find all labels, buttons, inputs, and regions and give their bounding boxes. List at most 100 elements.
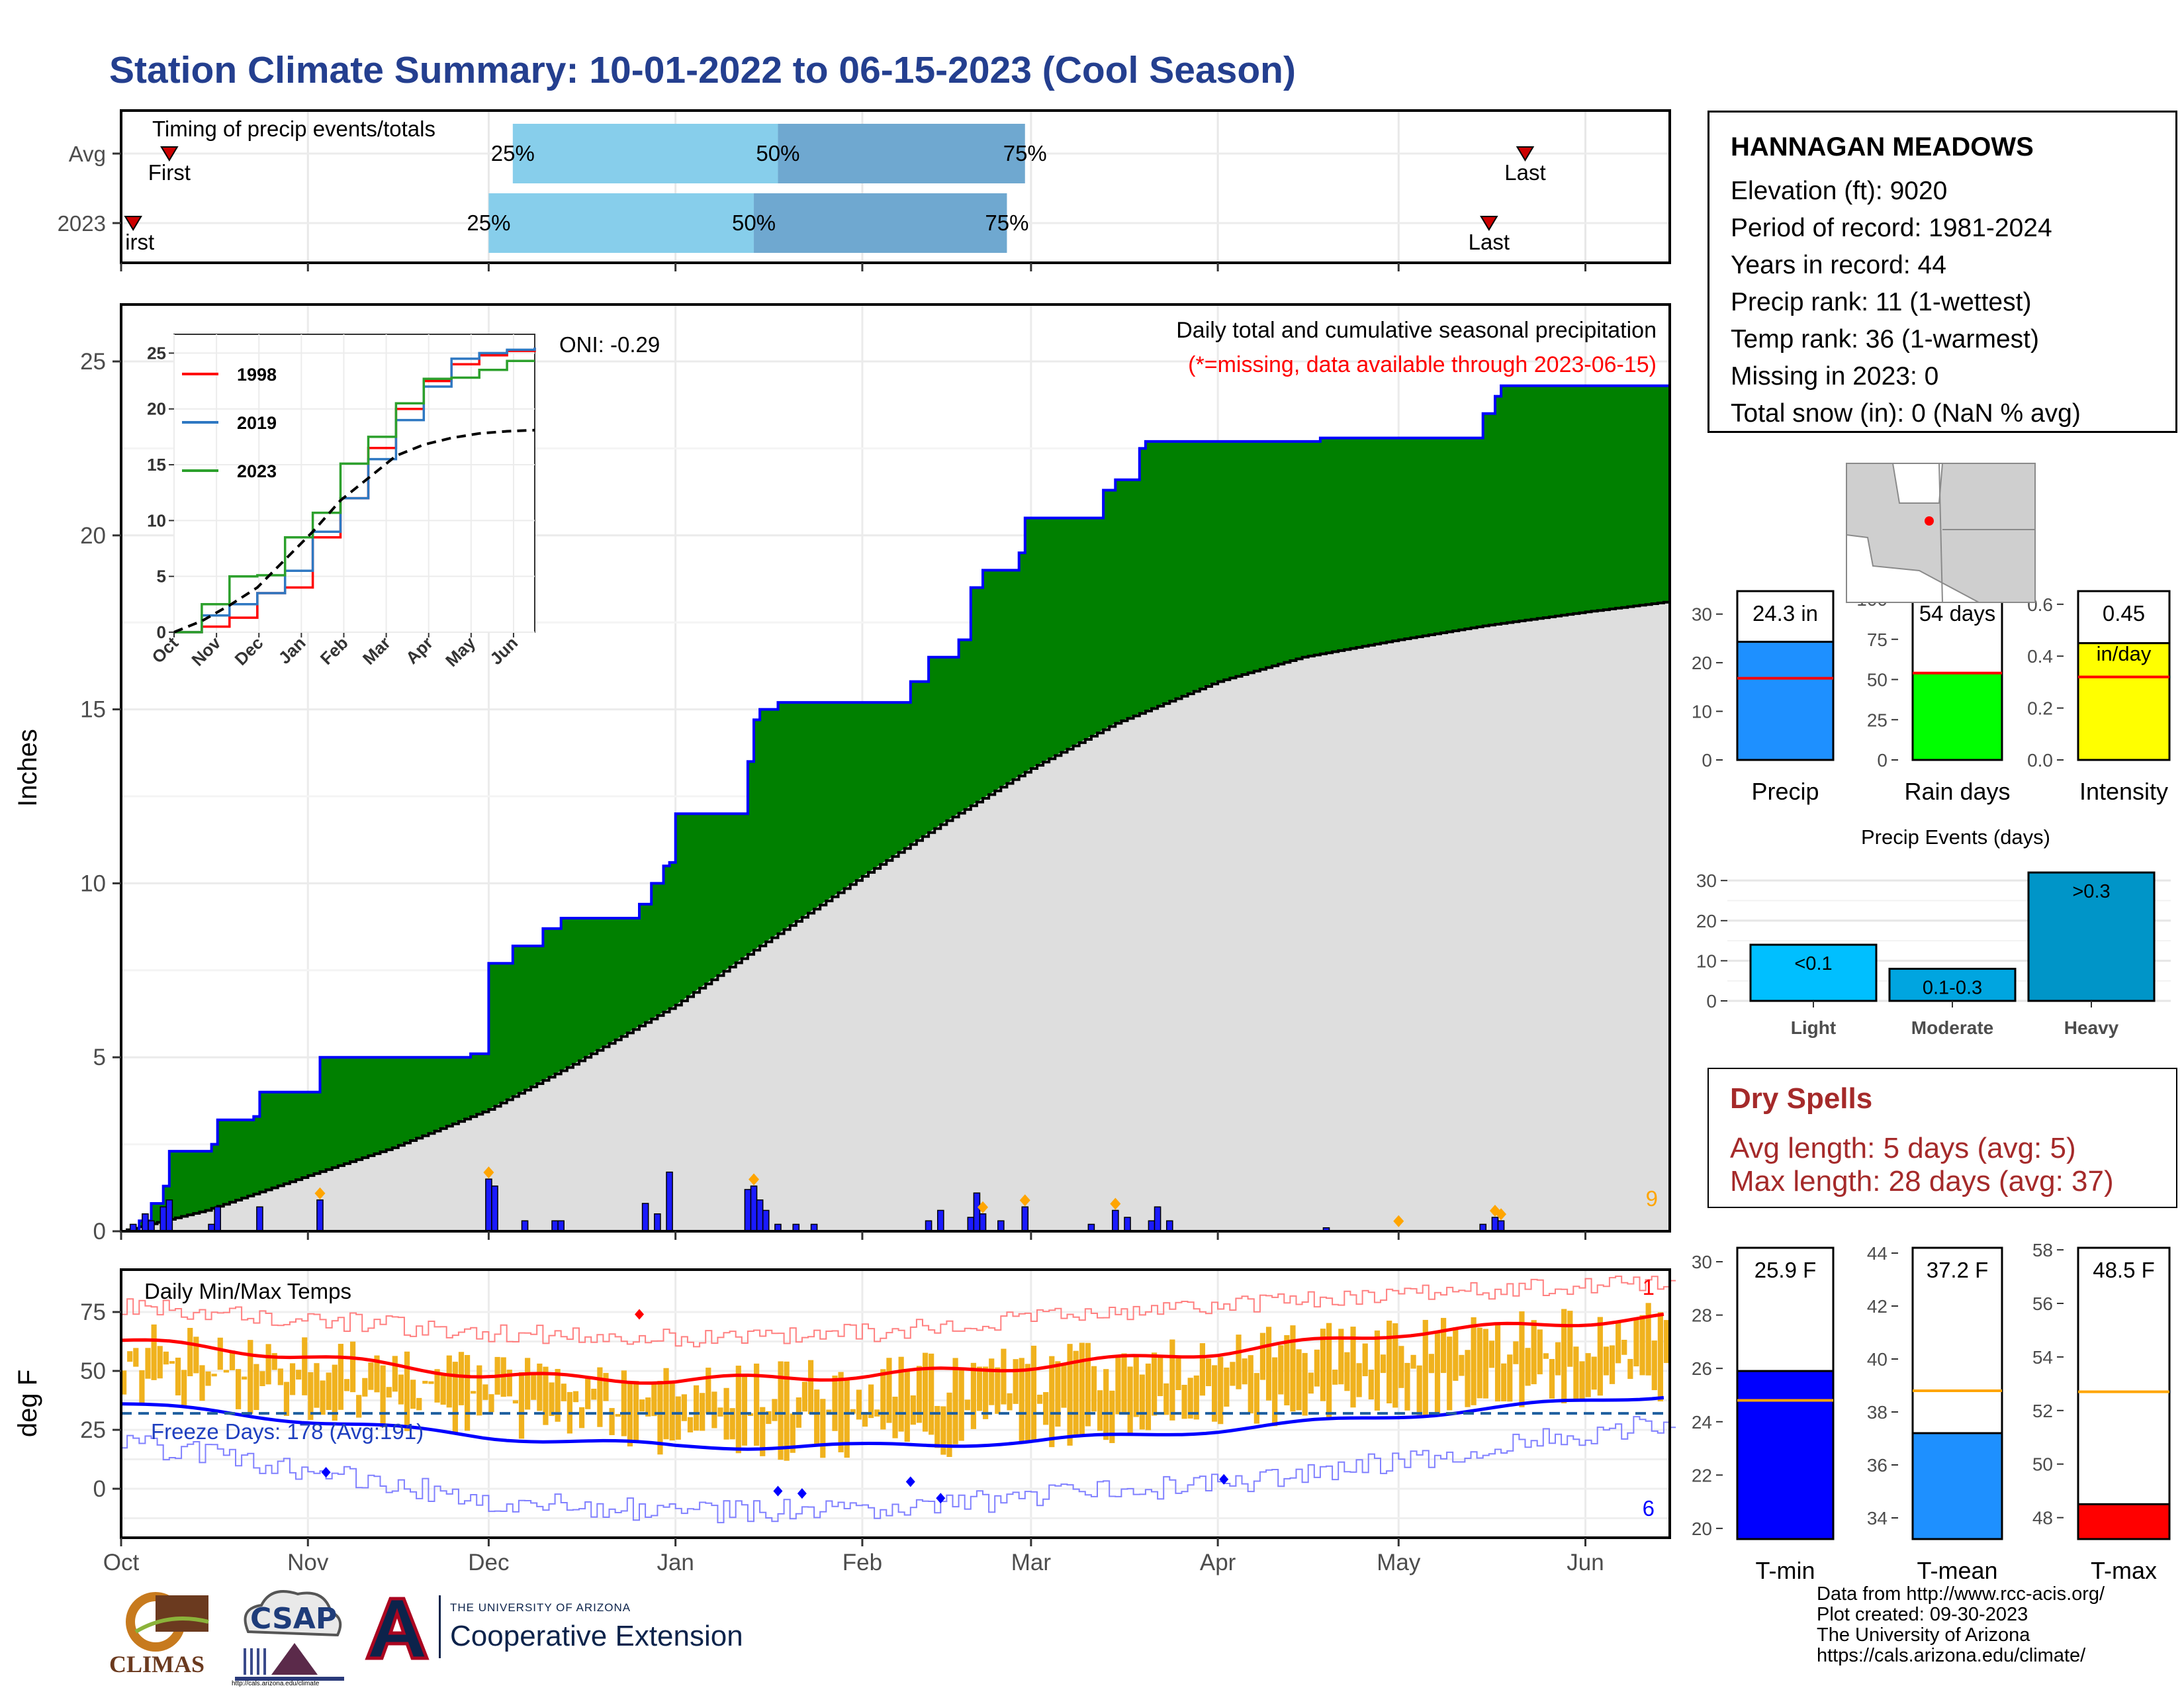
daily-temp-range-bar	[512, 1400, 519, 1404]
daily-temp-range-bar	[1362, 1343, 1368, 1376]
daily-temp-range-bar	[1591, 1356, 1597, 1390]
daily-temp-range-bar	[898, 1356, 904, 1432]
inset-y-tick-label: 20	[147, 399, 166, 419]
avg-min-temp-line	[120, 1395, 1664, 1451]
daily-temp-range-bar	[814, 1389, 820, 1447]
daily-temp-range-bar	[326, 1372, 332, 1410]
precip-panel: 0 5 10 15 20 25 Daily total and cumulative se…	[13, 303, 1671, 1244]
daily-precip-bar	[214, 1206, 221, 1232]
daily-temp-range-bar	[1651, 1340, 1657, 1391]
value-label-box	[2077, 1246, 2171, 1505]
daily-precip-bar	[1497, 1220, 1505, 1232]
daily-temp-range-bar	[259, 1371, 265, 1387]
daily-temp-range-bar	[199, 1365, 205, 1401]
avg-cumulative-area	[121, 601, 1670, 1231]
daily-temp-range-bar	[862, 1411, 868, 1427]
daily-temp-range-bar	[934, 1405, 940, 1448]
dry-spells-title: Dry Spells	[1730, 1082, 1873, 1115]
daily-temp-range-bar	[1199, 1343, 1205, 1396]
daily-temp-range-bar	[1404, 1362, 1410, 1411]
precip-y-tick-label: 20	[80, 523, 106, 549]
daily-temp-range-bar	[1043, 1391, 1049, 1425]
daily-temp-range-bar	[525, 1358, 531, 1410]
daily-precip-bar	[762, 1209, 770, 1232]
y-tick-label: 20	[1692, 1519, 1712, 1539]
avg-cumulative-line	[121, 600, 1671, 1233]
daily-precip-bar	[521, 1220, 529, 1232]
value-label: 0.45	[2103, 601, 2145, 626]
oni-label: ONI: -0.29	[559, 332, 660, 357]
daily-temp-range-bar	[838, 1372, 844, 1452]
daily-temp-range-bar	[1158, 1356, 1163, 1397]
y-tick-label: 30	[1692, 604, 1712, 625]
last-event-label: Last	[1504, 160, 1545, 185]
daily-precip-bar	[925, 1220, 933, 1232]
daily-temp-range-bar	[1061, 1365, 1067, 1408]
daily-temp-range-bar	[705, 1368, 711, 1414]
daily-temp-range-bar	[1507, 1354, 1513, 1402]
bar-chart-title: T-mean	[1917, 1557, 1997, 1584]
heavy-event-marker	[483, 1166, 494, 1179]
daily-temp-range-bar	[970, 1362, 977, 1429]
y-tick-label: 44	[1867, 1243, 1888, 1264]
daily-temp-range-bar	[332, 1364, 338, 1421]
daily-temp-range-bar	[1013, 1359, 1019, 1404]
daily-precip-bar	[142, 1213, 149, 1232]
timing-quartile-label: 50%	[732, 211, 776, 235]
credits: Data from http://www.rcc-acis.org/ Plot …	[1817, 1584, 2105, 1666]
station-missing: Missing in 2023: 0	[1731, 362, 1939, 391]
daily-temp-range-bar	[1175, 1358, 1181, 1391]
ua-logo-small-text: THE UNIVERSITY OF ARIZONA	[450, 1601, 631, 1614]
daily-precip-bar	[744, 1189, 752, 1232]
daily-temp-range-bar	[374, 1355, 380, 1393]
inset-y-tick-label: 15	[147, 455, 166, 475]
daily-temp-range-bar	[910, 1395, 916, 1425]
credit-url: https://cals.arizona.edu/climate/	[1817, 1645, 2086, 1666]
daily-temp-range-bar	[1344, 1352, 1350, 1391]
daily-temp-range-bar	[349, 1341, 356, 1393]
record-min-line	[121, 1416, 1676, 1524]
daily-temp-range-bar	[265, 1344, 271, 1385]
daily-temp-range-bar	[1193, 1375, 1199, 1420]
daily-temp-range-bar	[784, 1361, 790, 1461]
credit-university: The University of Arizona	[1817, 1624, 2030, 1646]
daily-temp-range-bar	[121, 1370, 127, 1395]
precip-events-chart: Precip Events (days) 0 10 20 30 <0.1 Light 0.1-…	[1696, 825, 2171, 1038]
daily-temp-range-bar	[416, 1397, 422, 1411]
value-bar	[1911, 672, 2003, 761]
precip-y-tick-label: 25	[80, 349, 106, 375]
record-low-marker	[797, 1488, 807, 1499]
daily-temp-range-bar	[1290, 1325, 1296, 1412]
daily-precip-bar	[159, 1206, 167, 1232]
daily-temp-range-bar	[603, 1373, 609, 1401]
daily-temp-range-bar	[1513, 1341, 1519, 1364]
month-tick-label: Jun	[1567, 1550, 1604, 1575]
daily-temp-range-bar	[807, 1360, 814, 1415]
y-tick-label: 0.2	[2027, 698, 2053, 719]
daily-temp-range-bar	[711, 1391, 717, 1429]
daily-temp-range-bar	[1073, 1350, 1079, 1437]
temp-panel-title: Daily Min/Max Temps	[144, 1279, 351, 1303]
daily-temp-range-bar	[1609, 1345, 1615, 1384]
timing-quartile-label: 50%	[756, 141, 799, 165]
first-event-label: First	[148, 160, 191, 185]
timing-quartile-label: 75%	[1003, 141, 1047, 165]
daily-temp-range-bar	[1265, 1327, 1272, 1401]
heavy-event-marker	[1110, 1197, 1121, 1210]
daily-temp-range-bar	[386, 1387, 392, 1398]
bar-chart-title: T-max	[2091, 1557, 2157, 1584]
avg-max-temp-line	[120, 1312, 1664, 1385]
daily-temp-range-bar	[1224, 1367, 1230, 1407]
y-tick-label: 30	[1692, 1252, 1712, 1272]
daily-temp-range-bar	[151, 1324, 157, 1380]
daily-temp-range-bar	[343, 1379, 350, 1391]
daily-temp-range-bar	[880, 1369, 886, 1430]
record-low-marker	[773, 1485, 783, 1497]
daily-temp-range-bar	[1374, 1330, 1381, 1411]
daily-temp-range-bar	[1127, 1366, 1133, 1436]
daily-temp-range-bar	[1109, 1390, 1115, 1444]
daily-temp-range-bar	[1055, 1361, 1061, 1427]
station-info-box: HANNAGAN MEADOWS Elevation (ft): 9020 Pe…	[1707, 111, 2177, 433]
daily-temp-range-bar	[681, 1394, 687, 1421]
